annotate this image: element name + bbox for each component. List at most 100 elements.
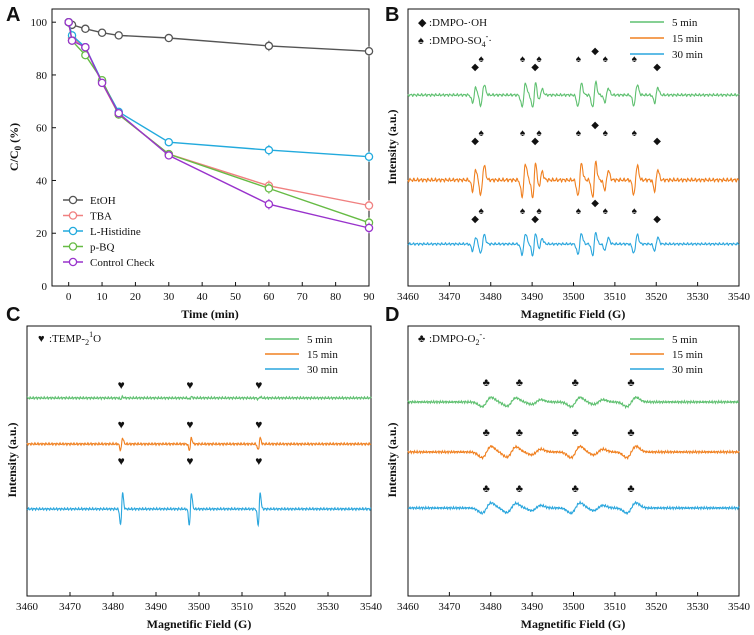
- so4-marker: ♠: [478, 206, 484, 217]
- oh-marker: ◆: [531, 62, 539, 73]
- so4-marker: ♠: [576, 128, 582, 139]
- x-tick-label: 3510: [231, 601, 254, 613]
- ylabel-main: C/C: [7, 150, 21, 171]
- spectrum-line: [407, 160, 739, 199]
- legend-label: 15 min: [307, 349, 338, 361]
- so4-marker: ♠: [576, 206, 582, 217]
- x-tick-label: 3470: [438, 291, 461, 303]
- spectrum-line: [26, 394, 372, 402]
- ylabel-sub: 0: [13, 145, 23, 150]
- legend-marker: [68, 242, 78, 251]
- x-tick-label: 3540: [728, 291, 751, 303]
- legend-marker-text: :DMPO-SO: [429, 35, 482, 47]
- oh-marker: ◆: [531, 214, 539, 225]
- x-tick-label: 3470: [59, 601, 82, 613]
- legend-marker-symbol: ♣: [418, 333, 425, 345]
- superoxide-marker: ♣: [572, 427, 579, 439]
- data-point: [164, 151, 174, 160]
- so4-marker: ♠: [536, 206, 542, 217]
- superoxide-marker: ♣: [627, 377, 634, 389]
- legend-marker: [68, 195, 78, 205]
- so4-marker: ♠: [632, 128, 638, 139]
- superoxide-marker: ♣: [516, 427, 523, 439]
- spectrum-line: [26, 492, 372, 528]
- legend-marker-symbol: ♥: [38, 333, 45, 345]
- legend-marker: [68, 257, 78, 267]
- x-tick-label: 3520: [274, 601, 297, 613]
- panel-a: A 0 10 20 30 40 50 60 70 80 90 0 20 40 60 80 100 Time (…: [6, 4, 375, 321]
- oh-marker: ◆: [591, 46, 599, 57]
- panel-c: C 3460 3470 3480 3490 3500 3510 3520 3530 3540 ♥ ♥…: [5, 304, 383, 631]
- panel-a-frame: [51, 8, 370, 287]
- temp-marker: ♥: [255, 417, 262, 431]
- so4-marker: ♠: [536, 128, 542, 139]
- so4-marker: ♠: [520, 128, 526, 139]
- legend-label: 15 min: [672, 349, 703, 361]
- data-point: [64, 17, 73, 27]
- panel-b-ylabel: Intensity (a.u.): [385, 109, 399, 184]
- x-tick-label: 50: [230, 291, 242, 303]
- superoxide-marker: ♣: [483, 483, 490, 495]
- legend-marker: [68, 211, 78, 220]
- oh-marker: ◆: [653, 136, 661, 147]
- legend-label: TBA: [90, 211, 112, 223]
- x-tick-label: 3530: [687, 291, 710, 303]
- legend-label: EtOH: [90, 195, 116, 207]
- superoxide-marker: ♣: [483, 427, 490, 439]
- legend-marker: [68, 226, 78, 236]
- ylabel-unit: (%): [7, 123, 21, 146]
- panel-a-label: A: [6, 4, 20, 26]
- y-tick-label: 40: [36, 175, 48, 187]
- spectrum-line: [407, 231, 740, 257]
- temp-marker: ♥: [255, 454, 262, 468]
- x-tick-label: 0: [66, 291, 72, 303]
- data-point: [81, 24, 90, 34]
- data-point: [264, 41, 274, 51]
- legend-label: 15 min: [672, 33, 703, 45]
- panel-b: B 3460 3470 3480 3490 3500 3510 3520 3530 3540 ◆ ◆…: [385, 4, 751, 321]
- temp-marker: ♥: [255, 378, 262, 392]
- legend-sub: 2: [85, 338, 89, 347]
- legend-sub: 2: [475, 338, 479, 347]
- x-tick-label: 70: [297, 291, 309, 303]
- panel-b-xlabel: Magnetific Field (G): [521, 307, 626, 321]
- data-point: [114, 31, 123, 40]
- x-tick-label: 20: [130, 291, 142, 303]
- data-point: [67, 36, 77, 45]
- x-tick-label: 3460: [397, 601, 420, 613]
- oh-marker: ◆: [591, 198, 599, 209]
- data-point: [164, 137, 174, 147]
- legend-label: 5 min: [672, 17, 698, 29]
- x-tick-label: 3530: [317, 601, 340, 613]
- x-tick-label: 80: [330, 291, 342, 303]
- x-tick-label: 3510: [604, 601, 627, 613]
- panel-d-xlabel: Magnetific Field (G): [521, 617, 626, 631]
- oh-marker: ◆: [471, 214, 479, 225]
- data-point: [364, 152, 374, 161]
- panel-a-xlabel: Time (min): [181, 307, 238, 321]
- x-tick-label: 3460: [16, 601, 39, 613]
- legend-marker-label: :DMPO-O2-·: [429, 330, 486, 347]
- data-point: [364, 201, 374, 210]
- x-tick-label: 3480: [480, 291, 503, 303]
- legend-sub: 4: [482, 40, 486, 49]
- legend-marker-symbol: ♠: [418, 35, 424, 47]
- x-tick-label: 3540: [360, 601, 383, 613]
- data-point: [264, 199, 274, 209]
- data-point: [364, 223, 374, 233]
- legend-marker-label: :DMPO-·OH: [429, 17, 487, 29]
- panel-d-label: D: [385, 304, 399, 326]
- x-tick-label: 3500: [563, 291, 586, 303]
- superoxide-marker: ♣: [627, 483, 634, 495]
- so4-marker: ♠: [603, 206, 609, 217]
- x-tick-label: 40: [197, 291, 209, 303]
- temp-marker: ♥: [118, 454, 125, 468]
- legend-marker-symbol: ◆: [418, 17, 427, 29]
- oh-marker: ◆: [653, 214, 661, 225]
- legend-marker-label: :TEMP-21O: [49, 330, 101, 347]
- superoxide-marker: ♣: [516, 377, 523, 389]
- so4-marker: ♠: [520, 206, 526, 217]
- legend-label: 30 min: [672, 49, 703, 61]
- data-point: [364, 46, 374, 56]
- legend-label: 30 min: [672, 364, 703, 376]
